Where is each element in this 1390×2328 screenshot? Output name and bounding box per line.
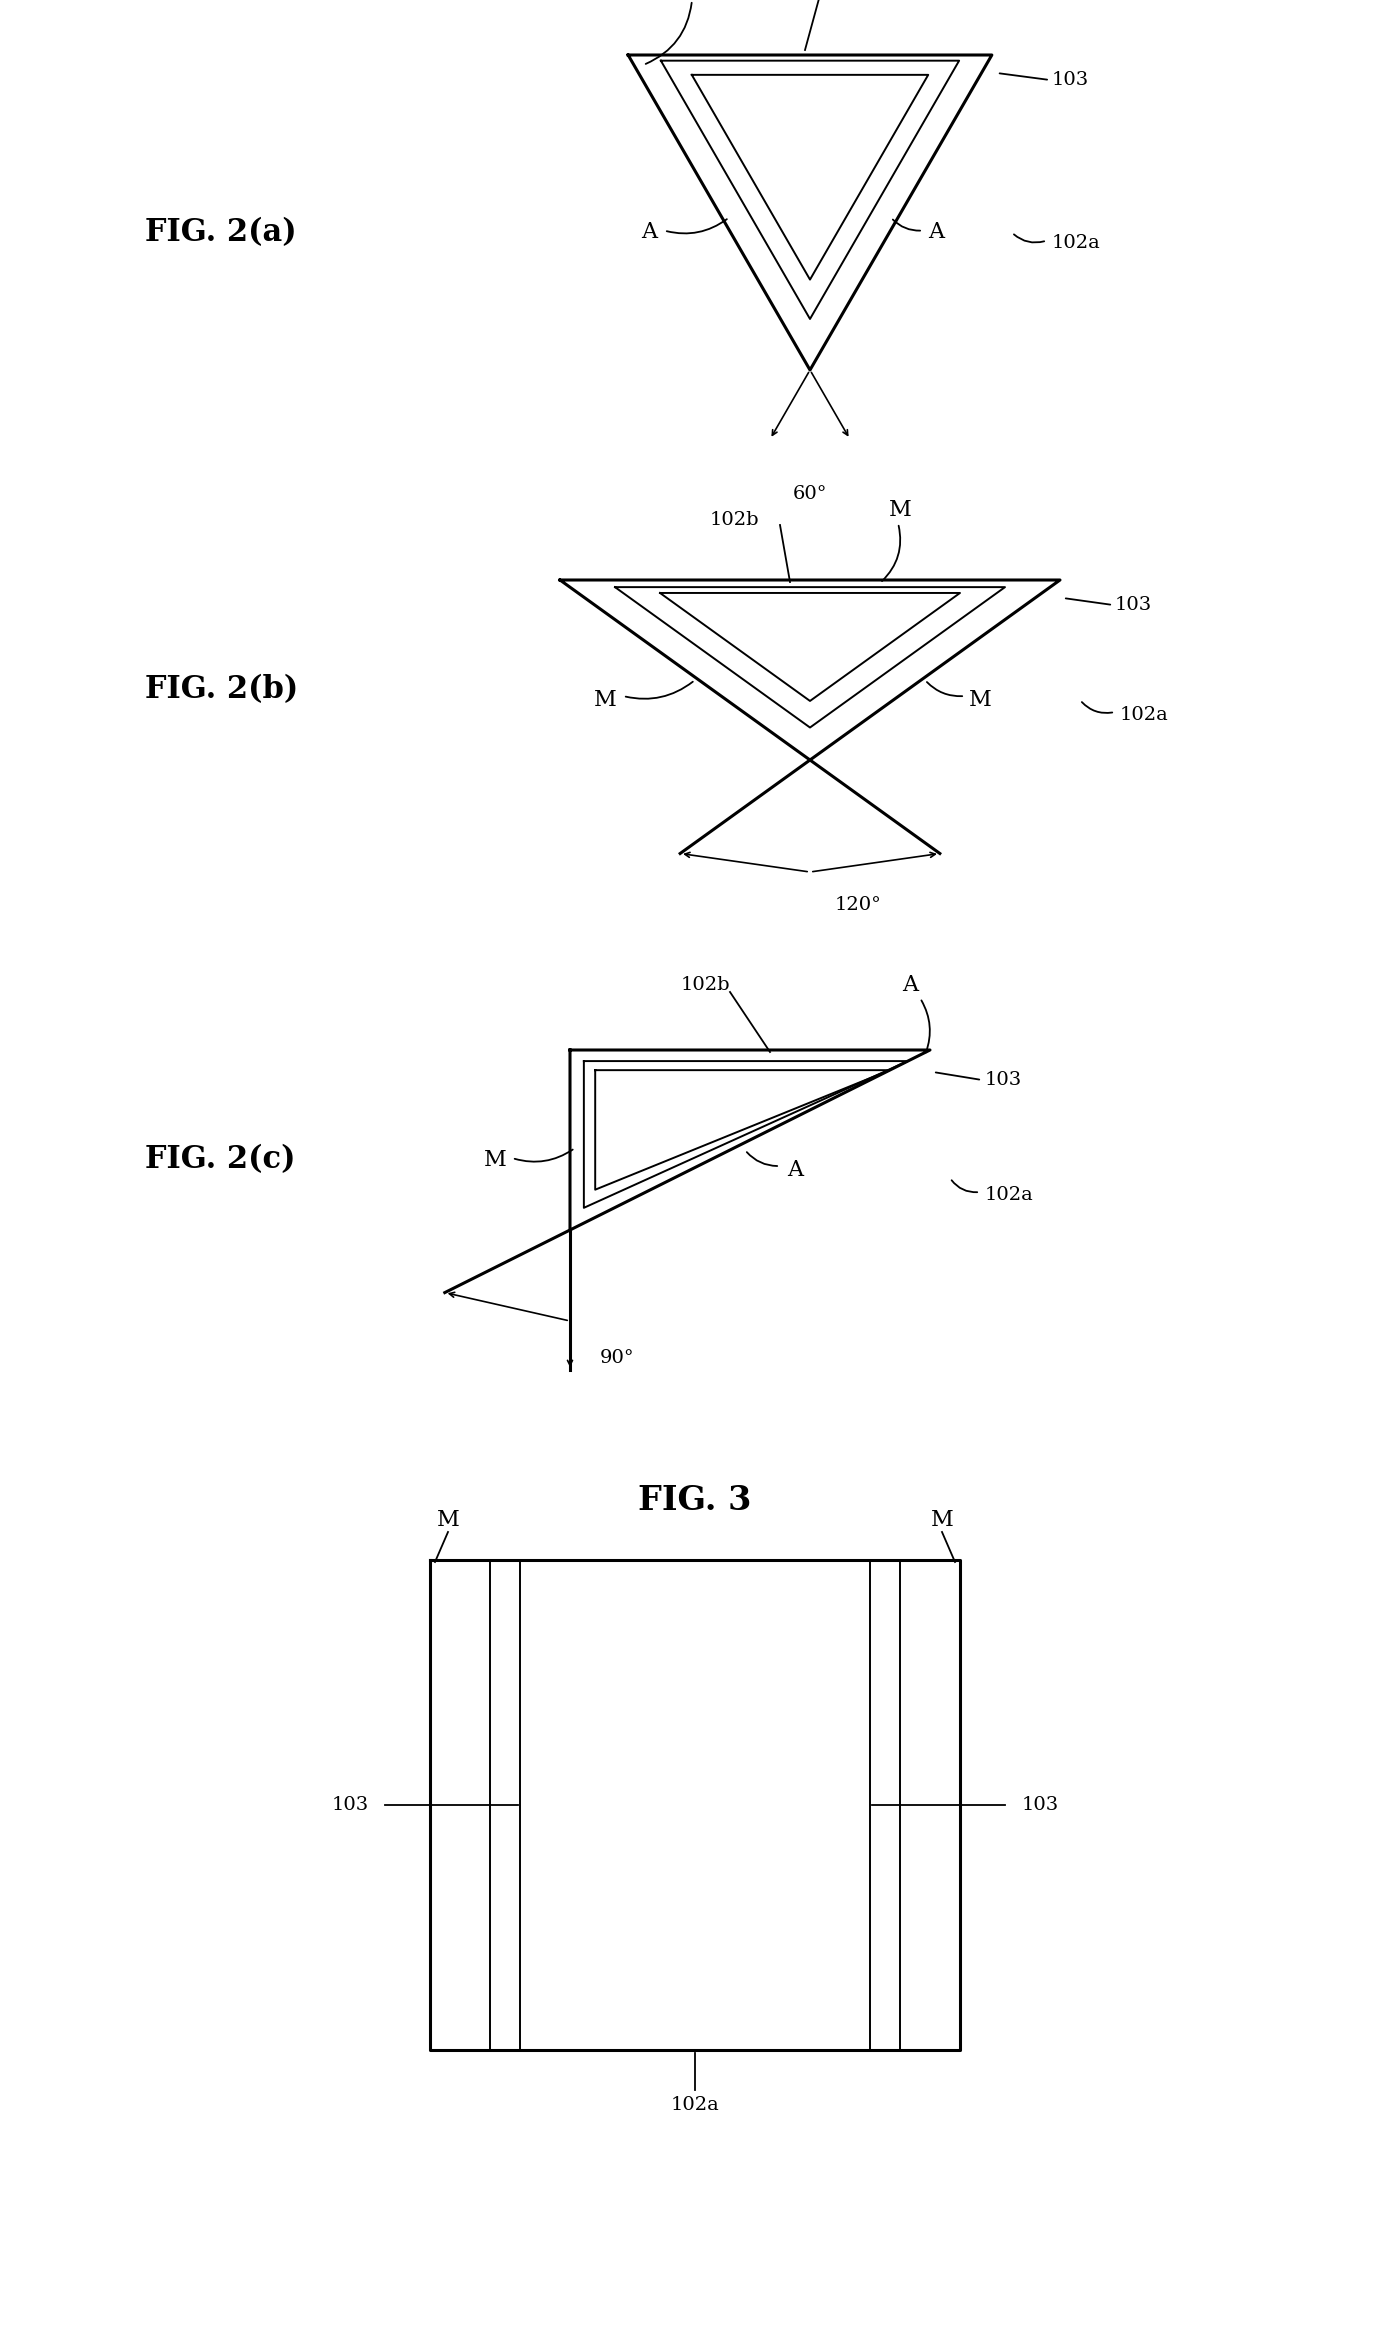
Text: 102b: 102b [710, 512, 759, 528]
Text: 102a: 102a [986, 1185, 1034, 1204]
Text: FIG. 2(c): FIG. 2(c) [145, 1145, 296, 1176]
Text: 102a: 102a [1052, 233, 1101, 251]
Text: 90°: 90° [600, 1348, 635, 1367]
Text: FIG. 3: FIG. 3 [638, 1483, 752, 1516]
Text: M: M [888, 498, 912, 521]
Text: M: M [484, 1150, 506, 1171]
Text: 102b: 102b [680, 975, 730, 994]
Text: M: M [931, 1509, 954, 1532]
Text: A: A [929, 221, 944, 244]
Text: 60°: 60° [792, 484, 827, 503]
Text: 103: 103 [986, 1071, 1022, 1090]
Text: M: M [969, 689, 991, 710]
Text: A: A [641, 221, 657, 244]
Text: 103: 103 [1115, 596, 1152, 615]
Text: A: A [902, 973, 917, 996]
Text: A: A [787, 1159, 803, 1180]
Text: M: M [436, 1509, 459, 1532]
Text: 103: 103 [1052, 70, 1090, 88]
Text: 102a: 102a [1120, 705, 1169, 724]
Text: FIG. 2(a): FIG. 2(a) [145, 217, 296, 249]
Text: 120°: 120° [835, 896, 881, 915]
Text: 103: 103 [1022, 1795, 1059, 1814]
Text: M: M [594, 689, 616, 710]
Text: 102a: 102a [670, 2095, 720, 2114]
Text: 103: 103 [331, 1795, 368, 1814]
Text: FIG. 2(b): FIG. 2(b) [145, 675, 299, 705]
